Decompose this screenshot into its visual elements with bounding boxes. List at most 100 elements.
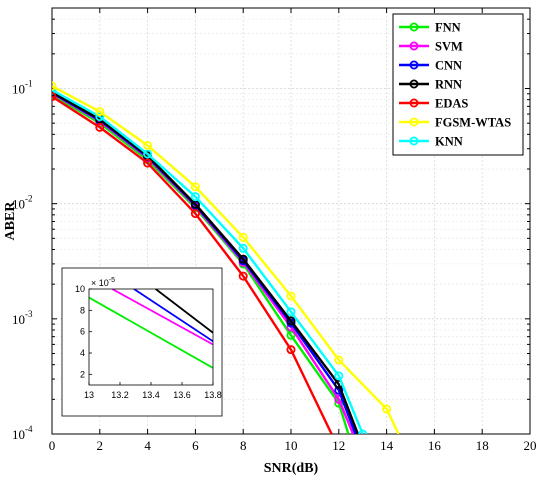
y-tick-label: 10-2 <box>12 194 33 212</box>
y-tick-label: 10-1 <box>12 78 33 96</box>
legend-entry-edas: EDAS <box>399 97 468 111</box>
x-axis-title: SNR(dB) <box>264 461 319 476</box>
data-point-fgsm-wtas <box>143 140 153 150</box>
inset-series-line-cnn <box>133 289 213 343</box>
x-tick-label: 20 <box>524 438 537 453</box>
inset-zoom-plot: 13 13.2 13.4 13.6 13.8 2 4 6 8 10 × 10-5 <box>61 267 223 417</box>
y-tick-base: 10 <box>12 81 25 96</box>
x-tick-label: 8 <box>240 438 247 453</box>
legend-marker <box>409 117 419 127</box>
inset-x-tick-label: 13.6 <box>173 390 191 400</box>
inset-multiplier-base: × 10 <box>91 278 109 288</box>
data-point-edas <box>286 345 296 355</box>
data-point-edas <box>143 158 153 168</box>
inset-y-tick-label: 2 <box>80 369 85 379</box>
data-point-fnn <box>286 330 296 340</box>
x-tick-label: 18 <box>476 438 489 453</box>
y-axis-title: ABER <box>3 201 18 241</box>
legend-label: FNN <box>435 21 461 35</box>
inset-y-tick-label: 4 <box>80 348 85 358</box>
data-point-knn <box>334 371 344 381</box>
series-line-edas <box>52 95 333 434</box>
series-fgsm-wtas <box>52 81 400 434</box>
x-tick-label: 12 <box>332 438 345 453</box>
data-point-fgsm-wtas <box>95 107 105 117</box>
legend-marker <box>409 60 419 70</box>
series-edas <box>52 92 333 434</box>
y-tick-exponent: -3 <box>25 309 33 319</box>
inset-multiplier-exponent: -5 <box>109 277 115 284</box>
data-point-fgsm-wtas <box>52 81 57 91</box>
data-point-fgsm-wtas <box>286 291 296 301</box>
data-point-knn <box>190 192 200 202</box>
legend-entry-fgsm-wtas: FGSM-WTAS <box>399 116 511 130</box>
series-layer <box>52 81 400 434</box>
inset-plot-area <box>88 288 214 386</box>
x-tick-label: 2 <box>97 438 104 453</box>
legend-entry-fnn: FNN <box>399 21 461 35</box>
x-tick-label: 10 <box>285 438 298 453</box>
inset-y-tick-label: 10 <box>75 284 85 294</box>
x-tick-label: 4 <box>144 438 151 453</box>
inset-y-tick-label: 6 <box>80 327 85 337</box>
y-tick-label: 10-4 <box>12 424 33 442</box>
series-line-rnn <box>52 91 360 434</box>
data-point-knn <box>358 429 368 434</box>
legend-label: SVM <box>435 40 463 54</box>
y-tick-exponent: -4 <box>25 424 33 434</box>
data-point-rnn <box>286 316 296 326</box>
series-line-knn <box>52 88 364 434</box>
legend-label: CNN <box>435 59 462 73</box>
legend-marker <box>409 98 419 108</box>
legend-marker <box>409 136 419 146</box>
data-point-fgsm-wtas <box>238 232 248 242</box>
legend-entry-rnn: RNN <box>399 78 462 92</box>
inset-multiplier: × 10-5 <box>91 277 115 288</box>
data-point-fgsm-wtas <box>190 182 200 192</box>
inset-series-line-rnn <box>155 289 213 334</box>
legend-label: FGSM-WTAS <box>435 116 511 130</box>
inset-series-line-svm <box>111 289 213 346</box>
data-point-edas <box>95 122 105 132</box>
data-point-rnn <box>238 254 248 264</box>
y-tick-exponent: -2 <box>25 194 33 204</box>
data-point-fgsm-wtas <box>382 404 392 414</box>
y-tick-base: 10 <box>12 197 25 212</box>
legend-label: KNN <box>435 135 463 149</box>
legend-entry-svm: SVM <box>399 40 463 54</box>
legend-marker <box>409 79 419 89</box>
legend-marker <box>409 22 419 32</box>
legend-label: EDAS <box>435 97 468 111</box>
inset-x-tick-label: 13.4 <box>142 390 160 400</box>
grid <box>52 8 530 434</box>
x-tick-label: 14 <box>380 438 394 453</box>
data-point-knn <box>238 243 248 253</box>
inset-x-tick-label: 13 <box>84 390 94 400</box>
y-tick-base: 10 <box>12 312 25 327</box>
series-knn <box>52 85 368 434</box>
series-line-fgsm-wtas <box>52 85 400 434</box>
data-point-edas <box>190 209 200 219</box>
data-point-knn <box>286 307 296 317</box>
y-tick-exponent: -1 <box>25 78 33 88</box>
data-point-knn <box>143 149 153 159</box>
legend-entry-knn: KNN <box>399 135 463 149</box>
inset-series-line-fnn <box>89 296 213 369</box>
x-tick-label: 6 <box>192 438 199 453</box>
data-point-edas <box>238 271 248 281</box>
legend-entry-cnn: CNN <box>399 59 462 73</box>
y-tick-label: 10-3 <box>12 309 33 327</box>
y-tick-base: 10 <box>12 427 25 442</box>
data-point-edas <box>52 92 57 102</box>
data-point-fgsm-wtas <box>334 355 344 365</box>
inset-x-tick-label: 13.8 <box>204 390 222 400</box>
x-tick-label: 16 <box>428 438 442 453</box>
inset-y-tick-label: 8 <box>80 305 85 315</box>
legend: FNN SVM CNN RNN EDAS FGSM-WTAS KNN <box>392 13 524 156</box>
inset-x-tick-label: 13.2 <box>111 390 129 400</box>
x-tick-label: 0 <box>49 438 56 453</box>
legend-label: RNN <box>435 78 462 92</box>
legend-marker <box>409 41 419 51</box>
